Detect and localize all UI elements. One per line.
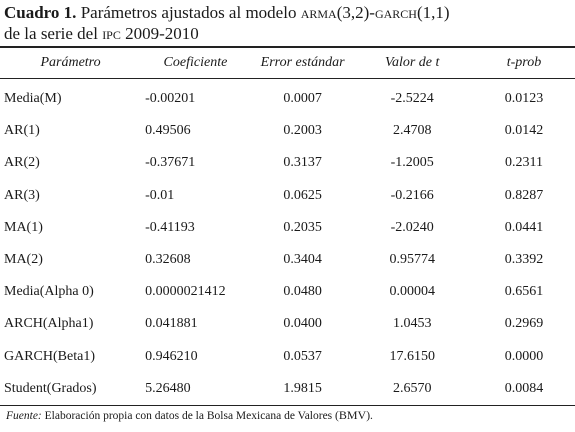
table-cell: MA(1) bbox=[4, 219, 43, 235]
table-cell: 0.0123 bbox=[504, 91, 544, 107]
table-cell: 0.3137 bbox=[283, 155, 322, 171]
caption-text: de la serie del IPC 2009-2010 bbox=[4, 24, 199, 43]
table-cell: 0.2003 bbox=[283, 123, 322, 139]
table-cell: 1.9815 bbox=[283, 380, 322, 396]
table-cell: 0.95774 bbox=[389, 252, 435, 268]
table-cell: -0.01 bbox=[145, 187, 175, 203]
table-cell: 0.0142 bbox=[504, 123, 544, 139]
header-cell: Coeficiente bbox=[163, 55, 228, 70]
table-cell: Media(Alpha 0) bbox=[4, 284, 94, 300]
table-cell: 0.0007 bbox=[283, 91, 322, 107]
header-cell: t-prob bbox=[506, 55, 542, 70]
table-cell: -1.2005 bbox=[390, 155, 434, 171]
table-cell: 0.0000021412 bbox=[145, 284, 226, 300]
table-cell: 0.8287 bbox=[504, 187, 544, 203]
table-cell: -2.0240 bbox=[390, 219, 434, 235]
table-cell: AR(3) bbox=[4, 187, 40, 203]
table-cell: 0.2035 bbox=[283, 219, 322, 235]
table-cell: Student(Grados) bbox=[4, 380, 97, 396]
table-row: MA(1) -0.41193 0.2035 -2.0240 0.0441 bbox=[0, 212, 575, 244]
table-cell: 1.0453 bbox=[392, 316, 432, 332]
header-cell: Valor de t bbox=[384, 55, 440, 70]
caption-line: Cuadro 1. Parámetros ajustados al modelo… bbox=[4, 3, 450, 24]
table-cell: 0.0000 bbox=[504, 348, 544, 364]
table-cell: GARCH(Beta1) bbox=[4, 348, 95, 364]
table-row: Student(Grados) 5.26480 1.9815 2.6570 0.0084 bbox=[0, 373, 575, 406]
table-cell: 0.0441 bbox=[504, 219, 544, 235]
table-cell: -0.41193 bbox=[145, 219, 195, 235]
table-row: AR(2) -0.37671 0.3137 -1.2005 0.2311 bbox=[0, 147, 575, 179]
table-cell: 0.3392 bbox=[504, 252, 544, 268]
table-row: AR(3) -0.01 0.0625 -0.2166 0.8287 bbox=[0, 180, 575, 212]
header-row: Parámetro Coeficiente Error estándar Valor … bbox=[0, 47, 575, 79]
table-body: Media(M) -0.00201 0.0007 -2.5224 0.0123 AR(1)… bbox=[0, 79, 575, 406]
table-cell: 0.3404 bbox=[283, 252, 322, 268]
table-cell: 0.32608 bbox=[145, 252, 191, 268]
table-row: GARCH(Beta1) 0.946210 0.0537 17.6150 0.0000 bbox=[0, 341, 575, 373]
table-cell: 0.00004 bbox=[389, 284, 435, 300]
table-cell: AR(1) bbox=[4, 123, 40, 139]
footnote-label: Fuente: bbox=[6, 410, 42, 422]
table: Parámetro Coeficiente Error estándar Valor … bbox=[0, 46, 575, 406]
table-cell: AR(2) bbox=[4, 155, 40, 171]
table-cell: ARCH(Alpha1) bbox=[4, 316, 94, 332]
table-cell: 2.4708 bbox=[392, 123, 432, 139]
table-cell: 5.26480 bbox=[145, 380, 191, 396]
header-cell: Error estándar bbox=[260, 55, 345, 70]
caption: Cuadro 1. Parámetros ajustados al modelo… bbox=[4, 3, 450, 45]
table-cell: 0.2969 bbox=[504, 316, 544, 332]
footnote-text: Elaboración propia con datos de la Bolsa… bbox=[44, 408, 373, 422]
table-cell: 2.6570 bbox=[392, 380, 432, 396]
table-cell: -2.5224 bbox=[390, 91, 434, 107]
table-cell: 17.6150 bbox=[389, 348, 435, 364]
table-cell: 0.0480 bbox=[283, 284, 322, 300]
table-cell: -0.37671 bbox=[145, 155, 196, 171]
table-cell: 0.6561 bbox=[504, 284, 544, 300]
table-row: Media(M) -0.00201 0.0007 -2.5224 0.0123 bbox=[0, 79, 575, 116]
table-row: AR(1) 0.49506 0.2003 2.4708 0.0142 bbox=[0, 115, 575, 147]
caption-text: Parámetros ajustados al modelo ARMA(3,2)… bbox=[80, 3, 450, 22]
caption-label: Cuadro 1. bbox=[4, 3, 77, 22]
table-row: Media(Alpha 0) 0.0000021412 0.0480 0.00004 0… bbox=[0, 276, 575, 308]
table-cell: MA(2) bbox=[4, 252, 43, 268]
table-row: MA(2) 0.32608 0.3404 0.95774 0.3392 bbox=[0, 244, 575, 276]
table-cell: Media(M) bbox=[4, 91, 62, 107]
table-cell: 0.2311 bbox=[504, 155, 543, 171]
footnote: Fuente: Elaboración propia con datos de … bbox=[6, 408, 373, 423]
table-cell: 0.946210 bbox=[145, 348, 198, 364]
table-cell: 0.0084 bbox=[504, 380, 544, 396]
table-cell: -0.00201 bbox=[145, 91, 196, 107]
header-cell: Parámetro bbox=[40, 55, 101, 70]
table-cell: 0.0400 bbox=[283, 316, 322, 332]
table-cell: 0.041881 bbox=[145, 316, 198, 332]
table-cell: 0.0537 bbox=[283, 348, 322, 364]
table-row: ARCH(Alpha1) 0.041881 0.0400 1.0453 0.2969 bbox=[0, 308, 575, 340]
table-cell: 0.0625 bbox=[283, 187, 322, 203]
table-cell: -0.2166 bbox=[390, 187, 434, 203]
table-cell: 0.49506 bbox=[145, 123, 191, 139]
